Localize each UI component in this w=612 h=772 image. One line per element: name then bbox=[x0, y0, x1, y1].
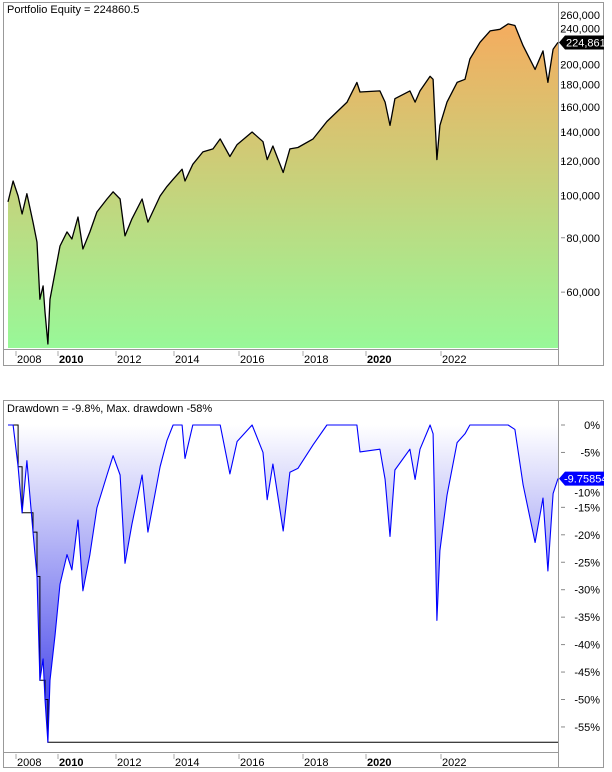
equity-x-tick-label: 2022 bbox=[442, 354, 466, 366]
drawdown-plot bbox=[8, 424, 559, 743]
drawdown-x-tick-label: 2016 bbox=[240, 757, 264, 769]
drawdown-x-tick-label: 2020 bbox=[367, 757, 391, 769]
drawdown-x-tick-label: 2018 bbox=[304, 757, 328, 769]
drawdown-x-tick-label: 2008 bbox=[17, 757, 41, 769]
drawdown-x-axis: 2008 2010 2012 2014 2016 2018 2020 2022 bbox=[15, 754, 466, 769]
equity-x-tick-label: 2008 bbox=[17, 354, 41, 366]
equity-last-value-text: 224,861 bbox=[566, 37, 606, 49]
equity-y-tick-label: 240,000 bbox=[560, 23, 600, 35]
equity-line bbox=[7, 23, 559, 345]
equity-x-axis: 2008 2010 2012 2014 2016 2018 2020 2022 bbox=[15, 351, 466, 366]
drawdown-pane: Drawdown = -9.8%, Max. drawdown -58% 0% -… bbox=[3, 400, 607, 769]
drawdown-pane-frame bbox=[3, 400, 604, 768]
equity-x-tick-label: 2018 bbox=[304, 354, 328, 366]
drawdown-y-tick-label: -5% bbox=[580, 447, 600, 459]
equity-y-tick-label: 200,000 bbox=[560, 60, 600, 72]
drawdown-y-tick-label: 0% bbox=[584, 420, 600, 432]
equity-pane-frame bbox=[3, 2, 604, 366]
drawdown-y-tick-label: -35% bbox=[574, 612, 600, 624]
drawdown-area-fill bbox=[8, 425, 558, 743]
drawdown-last-value-text: -9.75854 bbox=[564, 474, 607, 486]
drawdown-y-axis: 0% -5% -10% -15% -20% -25% -30% -35% -40% -45% -50… bbox=[561, 420, 600, 734]
drawdown-x-tick-label: 2014 bbox=[175, 757, 199, 769]
drawdown-y-tick-label: -55% bbox=[574, 722, 600, 734]
drawdown-line bbox=[8, 424, 559, 743]
equity-y-tick-label: 120,000 bbox=[560, 156, 600, 168]
drawdown-y-tick-label: -15% bbox=[574, 502, 600, 514]
equity-y-tick-label: 80,000 bbox=[566, 233, 600, 245]
drawdown-y-tick-label: -50% bbox=[574, 695, 600, 707]
equity-x-tick-label: 2016 bbox=[240, 354, 264, 366]
equity-y-tick-label: 60,000 bbox=[566, 287, 600, 299]
equity-last-value-label: 224,861 bbox=[559, 35, 606, 50]
drawdown-y-tick-label: -30% bbox=[574, 585, 600, 597]
equity-x-tick-label: 2012 bbox=[117, 354, 141, 366]
drawdown-y-tick-label: -10% bbox=[574, 488, 600, 500]
equity-area-fill bbox=[8, 23, 558, 349]
drawdown-x-tick-label: 2012 bbox=[117, 757, 141, 769]
drawdown-x-tick-label: 2010 bbox=[59, 757, 83, 769]
equity-y-tick-label: 260,000 bbox=[560, 10, 600, 22]
drawdown-x-tick-label: 2022 bbox=[442, 757, 466, 769]
drawdown-last-value-label: -9.75854 bbox=[559, 471, 607, 486]
equity-pane: Portfolio Equity = 224860.5 260,000240,0… bbox=[3, 2, 606, 366]
drawdown-y-tick-label: -20% bbox=[574, 530, 600, 542]
drawdown-y-tick-label: -40% bbox=[574, 640, 600, 652]
equity-y-tick-label: 140,000 bbox=[560, 127, 600, 139]
equity-x-tick-label: 2020 bbox=[367, 354, 391, 366]
equity-y-tick-label: 160,000 bbox=[560, 102, 600, 114]
drawdown-title: Drawdown = -9.8%, Max. drawdown -58% bbox=[7, 403, 212, 415]
equity-last-value-box bbox=[559, 35, 604, 50]
equity-x-tick-label: 2014 bbox=[175, 354, 199, 366]
equity-x-tick-label: 2010 bbox=[59, 354, 83, 366]
equity-y-tick-label: 180,000 bbox=[560, 79, 600, 91]
drawdown-y-tick-label: -25% bbox=[574, 557, 600, 569]
equity-y-tick-label: 100,000 bbox=[560, 191, 600, 203]
equity-title: Portfolio Equity = 224860.5 bbox=[7, 4, 139, 16]
equity-plot bbox=[7, 23, 559, 349]
drawdown-y-tick-label: -45% bbox=[574, 667, 600, 679]
drawdown-last-value-box bbox=[559, 471, 604, 486]
